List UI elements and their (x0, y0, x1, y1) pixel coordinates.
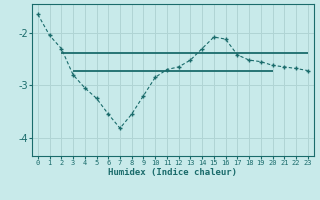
X-axis label: Humidex (Indice chaleur): Humidex (Indice chaleur) (108, 168, 237, 177)
